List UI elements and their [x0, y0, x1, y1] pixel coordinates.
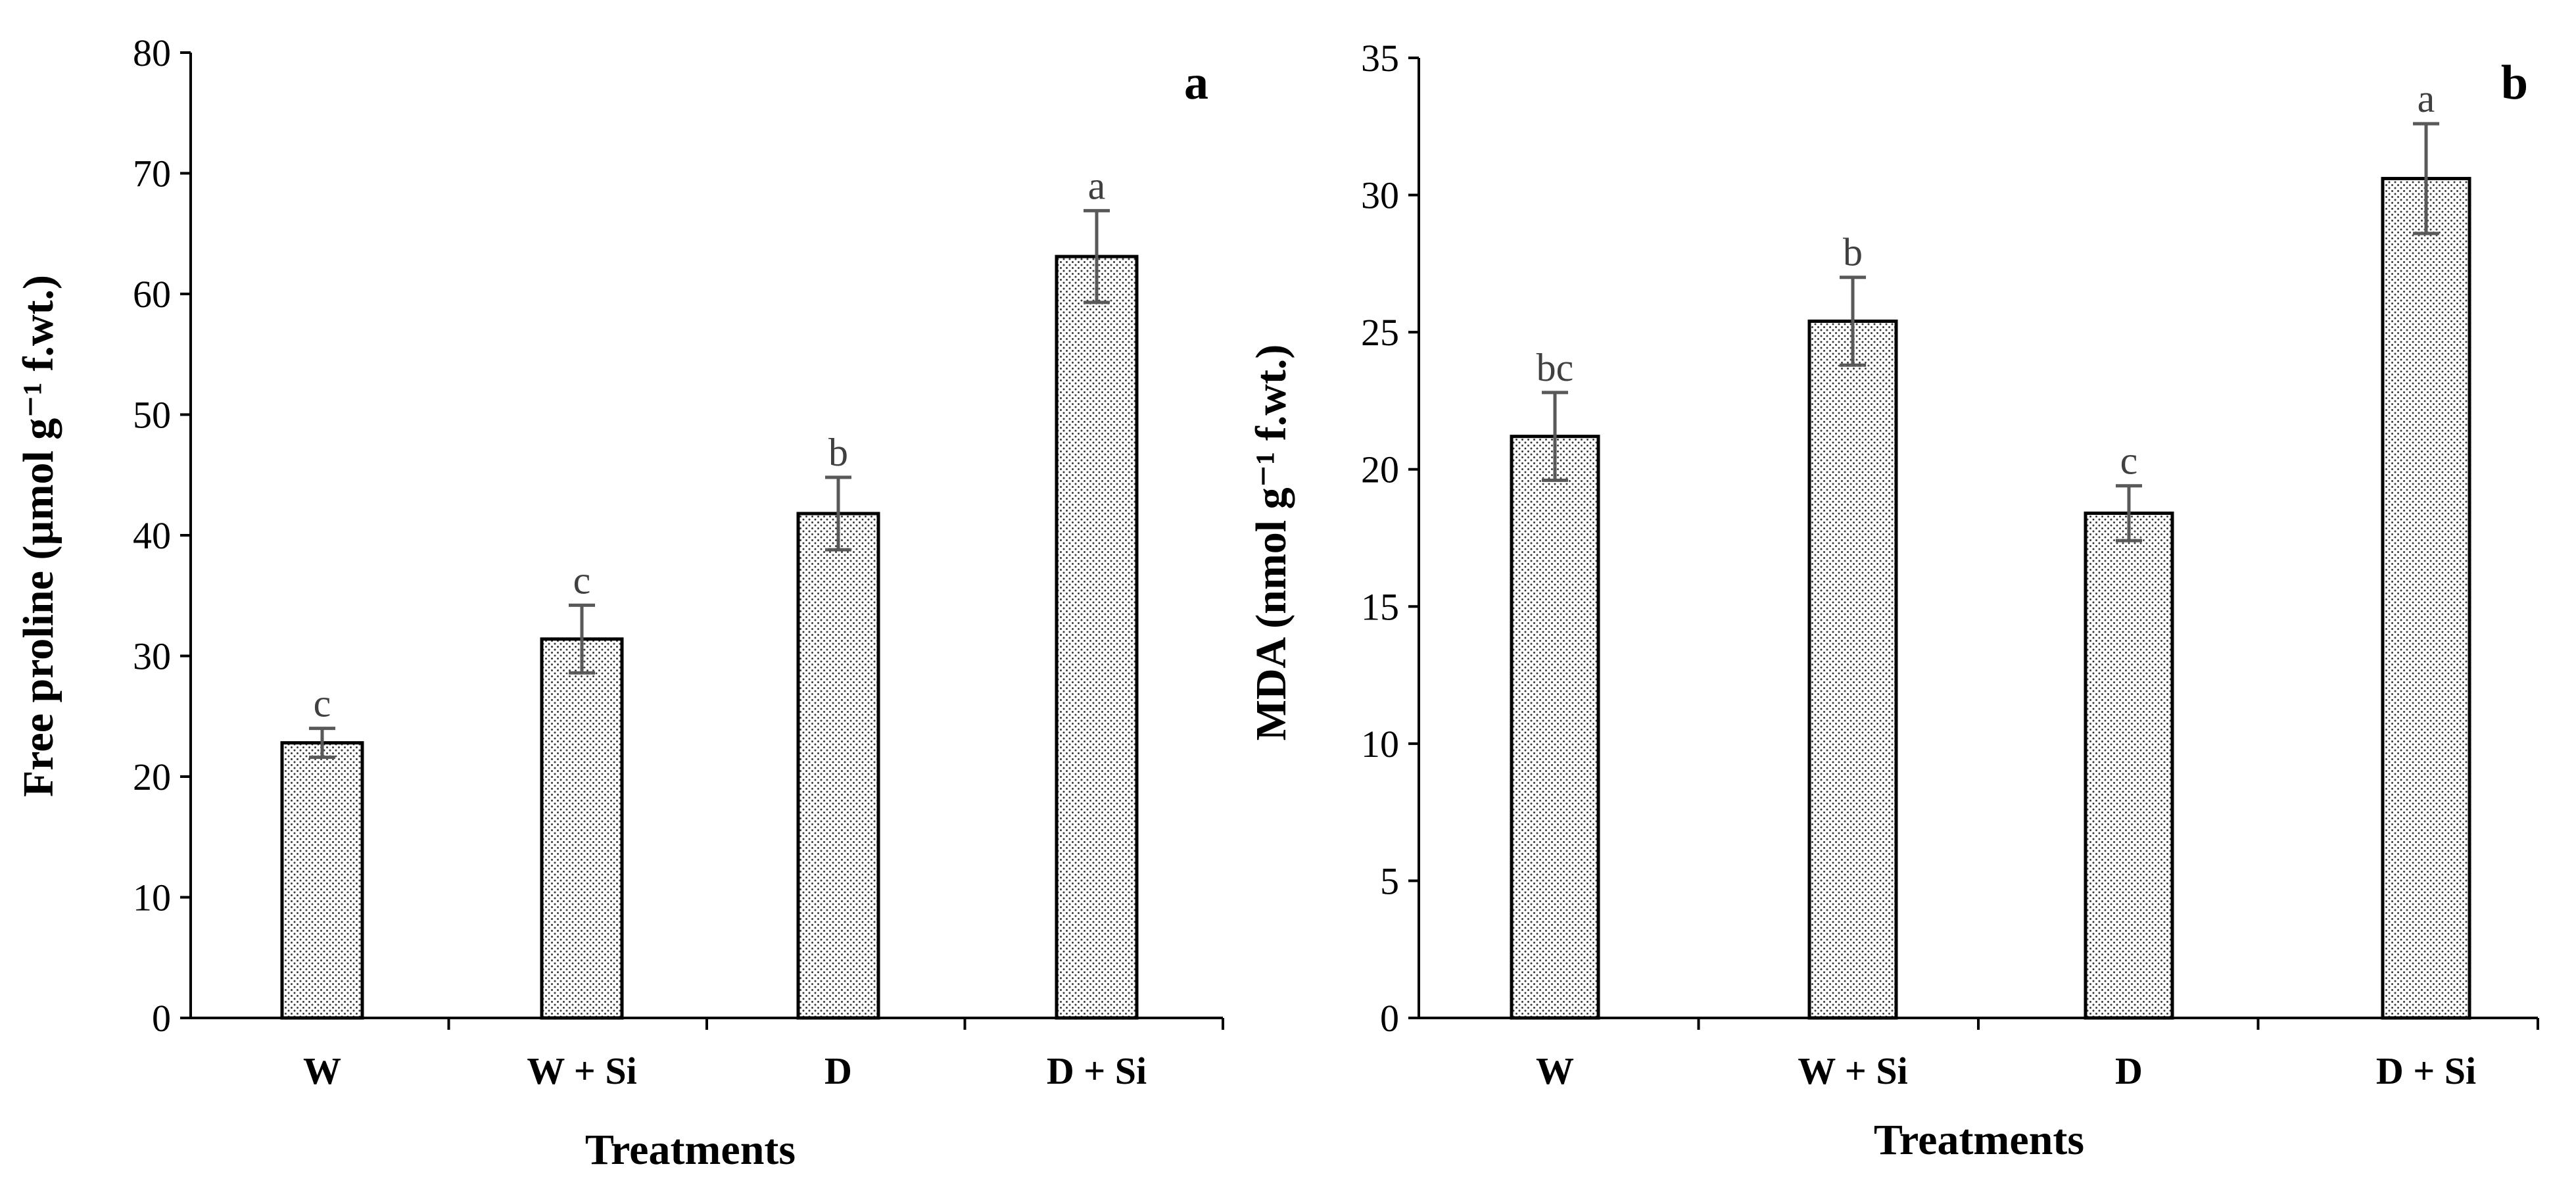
- y-tick-label-a-8: 80: [133, 32, 171, 74]
- bar-b-3: [2381, 177, 2471, 1020]
- bar-a-1: [540, 637, 624, 1020]
- y-axis-title-a: Free proline (µmol g⁻¹ f.wt.): [14, 275, 62, 797]
- x-category-label-a-1: W + Si: [527, 1050, 636, 1092]
- x-category-label-b-2: D: [2115, 1050, 2143, 1092]
- significance-letter-b-0: bc: [1537, 346, 1574, 389]
- significance-letter-a-2: b: [828, 431, 848, 474]
- x-axis-b: W W + Si D D + Si: [1419, 1017, 2539, 1092]
- bar-a-3: [1055, 254, 1139, 1020]
- bar-b-2: [2084, 511, 2174, 1020]
- y-tick-label-b-5: 25: [1361, 311, 1399, 354]
- significance-letter-a-1: c: [573, 558, 591, 602]
- y-tick-label-b-3: 15: [1361, 585, 1399, 628]
- error-bar-b-0: [1542, 391, 1568, 482]
- x-axis-title-a: Treatments: [585, 1126, 796, 1174]
- y-tick-label-b-1: 5: [1380, 859, 1399, 902]
- y-tick-label-b-7: 35: [1361, 37, 1399, 80]
- x-category-label-a-0: W: [303, 1050, 341, 1092]
- significance-letter-b-2: c: [2120, 439, 2138, 483]
- significance-letter-b-3: a: [2418, 77, 2435, 120]
- bars-a: c c b a: [280, 164, 1139, 1020]
- bar-a-0: [280, 741, 364, 1020]
- x-category-label-a-3: D + Si: [1047, 1050, 1147, 1092]
- panel-label-b: b: [2501, 56, 2528, 110]
- x-category-label-a-2: D: [824, 1050, 852, 1092]
- x-category-label-b-0: W: [1536, 1050, 1574, 1092]
- error-bar-a-3: [1084, 208, 1110, 304]
- bar-b-0: [1510, 435, 1600, 1020]
- y-tick-label-a-3: 30: [133, 635, 171, 678]
- y-tick-label-a-4: 40: [133, 514, 171, 557]
- x-category-label-b-1: W + Si: [1798, 1050, 1907, 1092]
- y-tick-label-b-0: 0: [1380, 997, 1399, 1040]
- y-tick-label-a-7: 70: [133, 153, 171, 195]
- y-axis-b: 0 5 10 15 20 25 30 35: [1361, 37, 1420, 1040]
- x-axis-title-b: Treatments: [1874, 1116, 2084, 1164]
- bar-b-1: [1807, 319, 1898, 1020]
- y-tick-label-b-2: 10: [1361, 723, 1399, 765]
- significance-letter-a-0: c: [314, 682, 331, 725]
- y-tick-label-a-6: 60: [133, 273, 171, 316]
- bar-a-2: [796, 512, 880, 1020]
- error-bar-b-1: [1840, 276, 1866, 367]
- x-axis-a: W W + Si D D + Si: [191, 1017, 1224, 1092]
- y-tick-label-b-6: 30: [1361, 174, 1399, 217]
- error-bar-b-2: [2116, 484, 2142, 543]
- panel-label-a: a: [1184, 56, 1208, 110]
- x-category-label-b-3: D + Si: [2376, 1050, 2476, 1092]
- y-tick-label-b-4: 20: [1361, 448, 1399, 491]
- significance-letter-a-3: a: [1088, 164, 1106, 207]
- y-tick-label-a-2: 20: [133, 756, 171, 798]
- y-axis-a: 0 10 20 30 40 50 60 70 80: [133, 32, 192, 1040]
- y-tick-label-a-1: 10: [133, 877, 171, 919]
- error-bar-a-2: [825, 475, 851, 552]
- y-tick-label-a-5: 50: [133, 394, 171, 437]
- error-bar-a-1: [569, 603, 595, 675]
- y-tick-label-a-0: 0: [152, 997, 171, 1040]
- y-axis-title-b: MDA (nmol g⁻¹ f.wt.): [1247, 345, 1295, 741]
- error-bar-a-0: [309, 727, 335, 760]
- significance-letter-b-1: b: [1843, 231, 1863, 274]
- error-bar-b-3: [2413, 122, 2439, 235]
